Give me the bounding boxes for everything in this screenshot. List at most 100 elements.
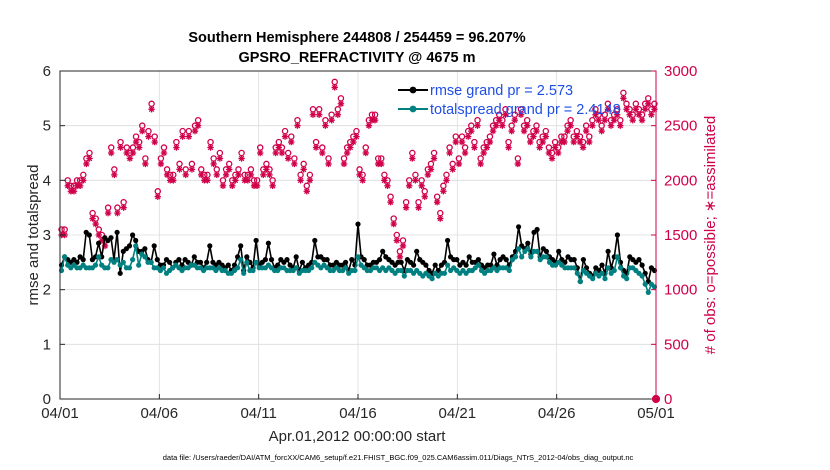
rmse-point: [133, 237, 139, 244]
obs-assimilated-point: [468, 127, 475, 135]
totalspread-point: [352, 267, 358, 274]
y-left-tick-label: 5: [43, 118, 51, 135]
obs-possible-point: [207, 138, 214, 146]
obs-possible-point: [477, 155, 484, 162]
obs-possible-point: [197, 166, 205, 173]
rmse-point: [432, 262, 438, 268]
obs-assimilated-point: [418, 182, 425, 190]
obs-assimilated-point: [219, 182, 227, 190]
obs-assimilated-point: [573, 133, 581, 140]
legend: rmse grand pr = 2.573 totalspread grand …: [398, 83, 621, 118]
obs-assimilated-point: [80, 177, 87, 184]
rmse-point: [238, 243, 244, 249]
obs-possible-point: [505, 138, 512, 146]
obs-assimilated-point: [579, 144, 587, 151]
obs-assimilated-point: [269, 182, 276, 190]
obs-assimilated-point: [520, 127, 528, 135]
obs-assimilated-point: [396, 253, 404, 261]
obs-assimilated-point: [610, 116, 618, 124]
obs-possible-point: [617, 116, 624, 124]
totalspread-point: [611, 267, 617, 274]
x-tick-label: 05/01: [637, 405, 675, 422]
obs-assimilated-point: [204, 177, 211, 184]
obs-possible-point: [107, 144, 115, 151]
rmse-point: [299, 259, 305, 265]
obs-assimilated-point: [275, 144, 283, 151]
obs-assimilated-point: [185, 133, 193, 140]
obs-possible-point: [427, 160, 435, 168]
obs-assimilated-point: [592, 111, 599, 118]
rmse-point: [503, 257, 509, 263]
obs-assimilated-point: [586, 138, 593, 146]
obs-assimilated-point: [334, 111, 342, 118]
obs-assimilated-point: [319, 149, 326, 157]
chart-title-line2: GPSRO_REFRACTIVITY @ 4675 m: [238, 50, 475, 66]
rmse-point: [130, 232, 136, 238]
obs-assimilated-point: [89, 215, 96, 222]
totalspread-point: [241, 270, 247, 276]
totalspread-point: [126, 265, 133, 271]
obs-assimilated-point: [278, 149, 286, 157]
rmse-point: [176, 257, 182, 263]
obs-assimilated-point: [294, 122, 301, 129]
obs-assimilated-point: [424, 171, 432, 179]
obs-assimilated-point: [163, 171, 171, 179]
legend-spread-label: totalspread grand pr = 2.4148: [430, 102, 621, 118]
totalspread-point: [160, 265, 167, 271]
obs-possible-point: [213, 166, 221, 173]
rmse-point: [636, 257, 642, 263]
obs-assimilated-point: [607, 122, 615, 129]
obs-possible-point: [160, 144, 168, 151]
totalspread-point: [617, 265, 624, 271]
rmse-point: [414, 248, 420, 254]
gridlines: [60, 71, 656, 399]
axis-ticks: 04/01 04/06 04/11 04/16 04/21 04/26 05/0101234…: [41, 63, 697, 422]
obs-assimilated-point: [247, 171, 255, 179]
obs-possible-point: [567, 116, 574, 124]
obs-assimilated-point: [111, 171, 118, 179]
obs-possible-point: [163, 166, 171, 173]
obs-assimilated-point: [387, 198, 394, 206]
obs-assimilated-point: [132, 138, 140, 146]
totalspread-point: [133, 243, 139, 249]
obs-possible-point: [145, 127, 152, 135]
totalspread-point: [534, 248, 540, 254]
obs-possible-point: [620, 89, 627, 97]
obs-possible-point: [263, 160, 270, 168]
obs-assimilated-point: [129, 149, 137, 157]
totalspread-point: [519, 254, 525, 260]
obs-possible-point: [120, 198, 127, 206]
rmse-point: [380, 248, 386, 254]
obs-assimilated-point: [570, 138, 577, 146]
y-left-tick-label: 2: [43, 282, 51, 299]
obs-possible-point: [461, 144, 469, 151]
obs-assimilated-point: [213, 171, 220, 179]
obs-possible-point: [325, 155, 332, 162]
obs-assimilated-point: [632, 106, 640, 113]
obs-assimilated-point: [539, 138, 546, 146]
totalspread-point: [642, 281, 648, 287]
obs-assimilated-point: [176, 166, 183, 173]
obs-possible-point: [173, 138, 180, 146]
obs-assimilated-point: [542, 133, 550, 140]
rmse-point: [534, 226, 540, 233]
totalspread-point: [142, 254, 148, 260]
obs-assimilated-point: [188, 166, 196, 173]
obs-possible-point: [437, 209, 444, 217]
obs-assimilated-point: [371, 116, 379, 124]
obs-possible-point: [281, 127, 289, 135]
obs-possible-point: [412, 171, 419, 179]
obs-assimilated-point: [173, 144, 180, 151]
obs-possible-point: [176, 160, 183, 168]
totalspread-point: [571, 265, 577, 271]
obs-assimilated-point: [95, 231, 103, 239]
obs-assimilated-point: [471, 144, 478, 151]
y-right-tick-label: 0: [664, 391, 672, 408]
obs-assimilated-point: [179, 133, 186, 140]
obs-possible-point: [334, 106, 342, 113]
obs-assimilated-point: [229, 182, 236, 190]
obs-possible-point: [148, 100, 155, 108]
rmse-point: [262, 257, 268, 263]
rmse-point: [191, 254, 197, 260]
